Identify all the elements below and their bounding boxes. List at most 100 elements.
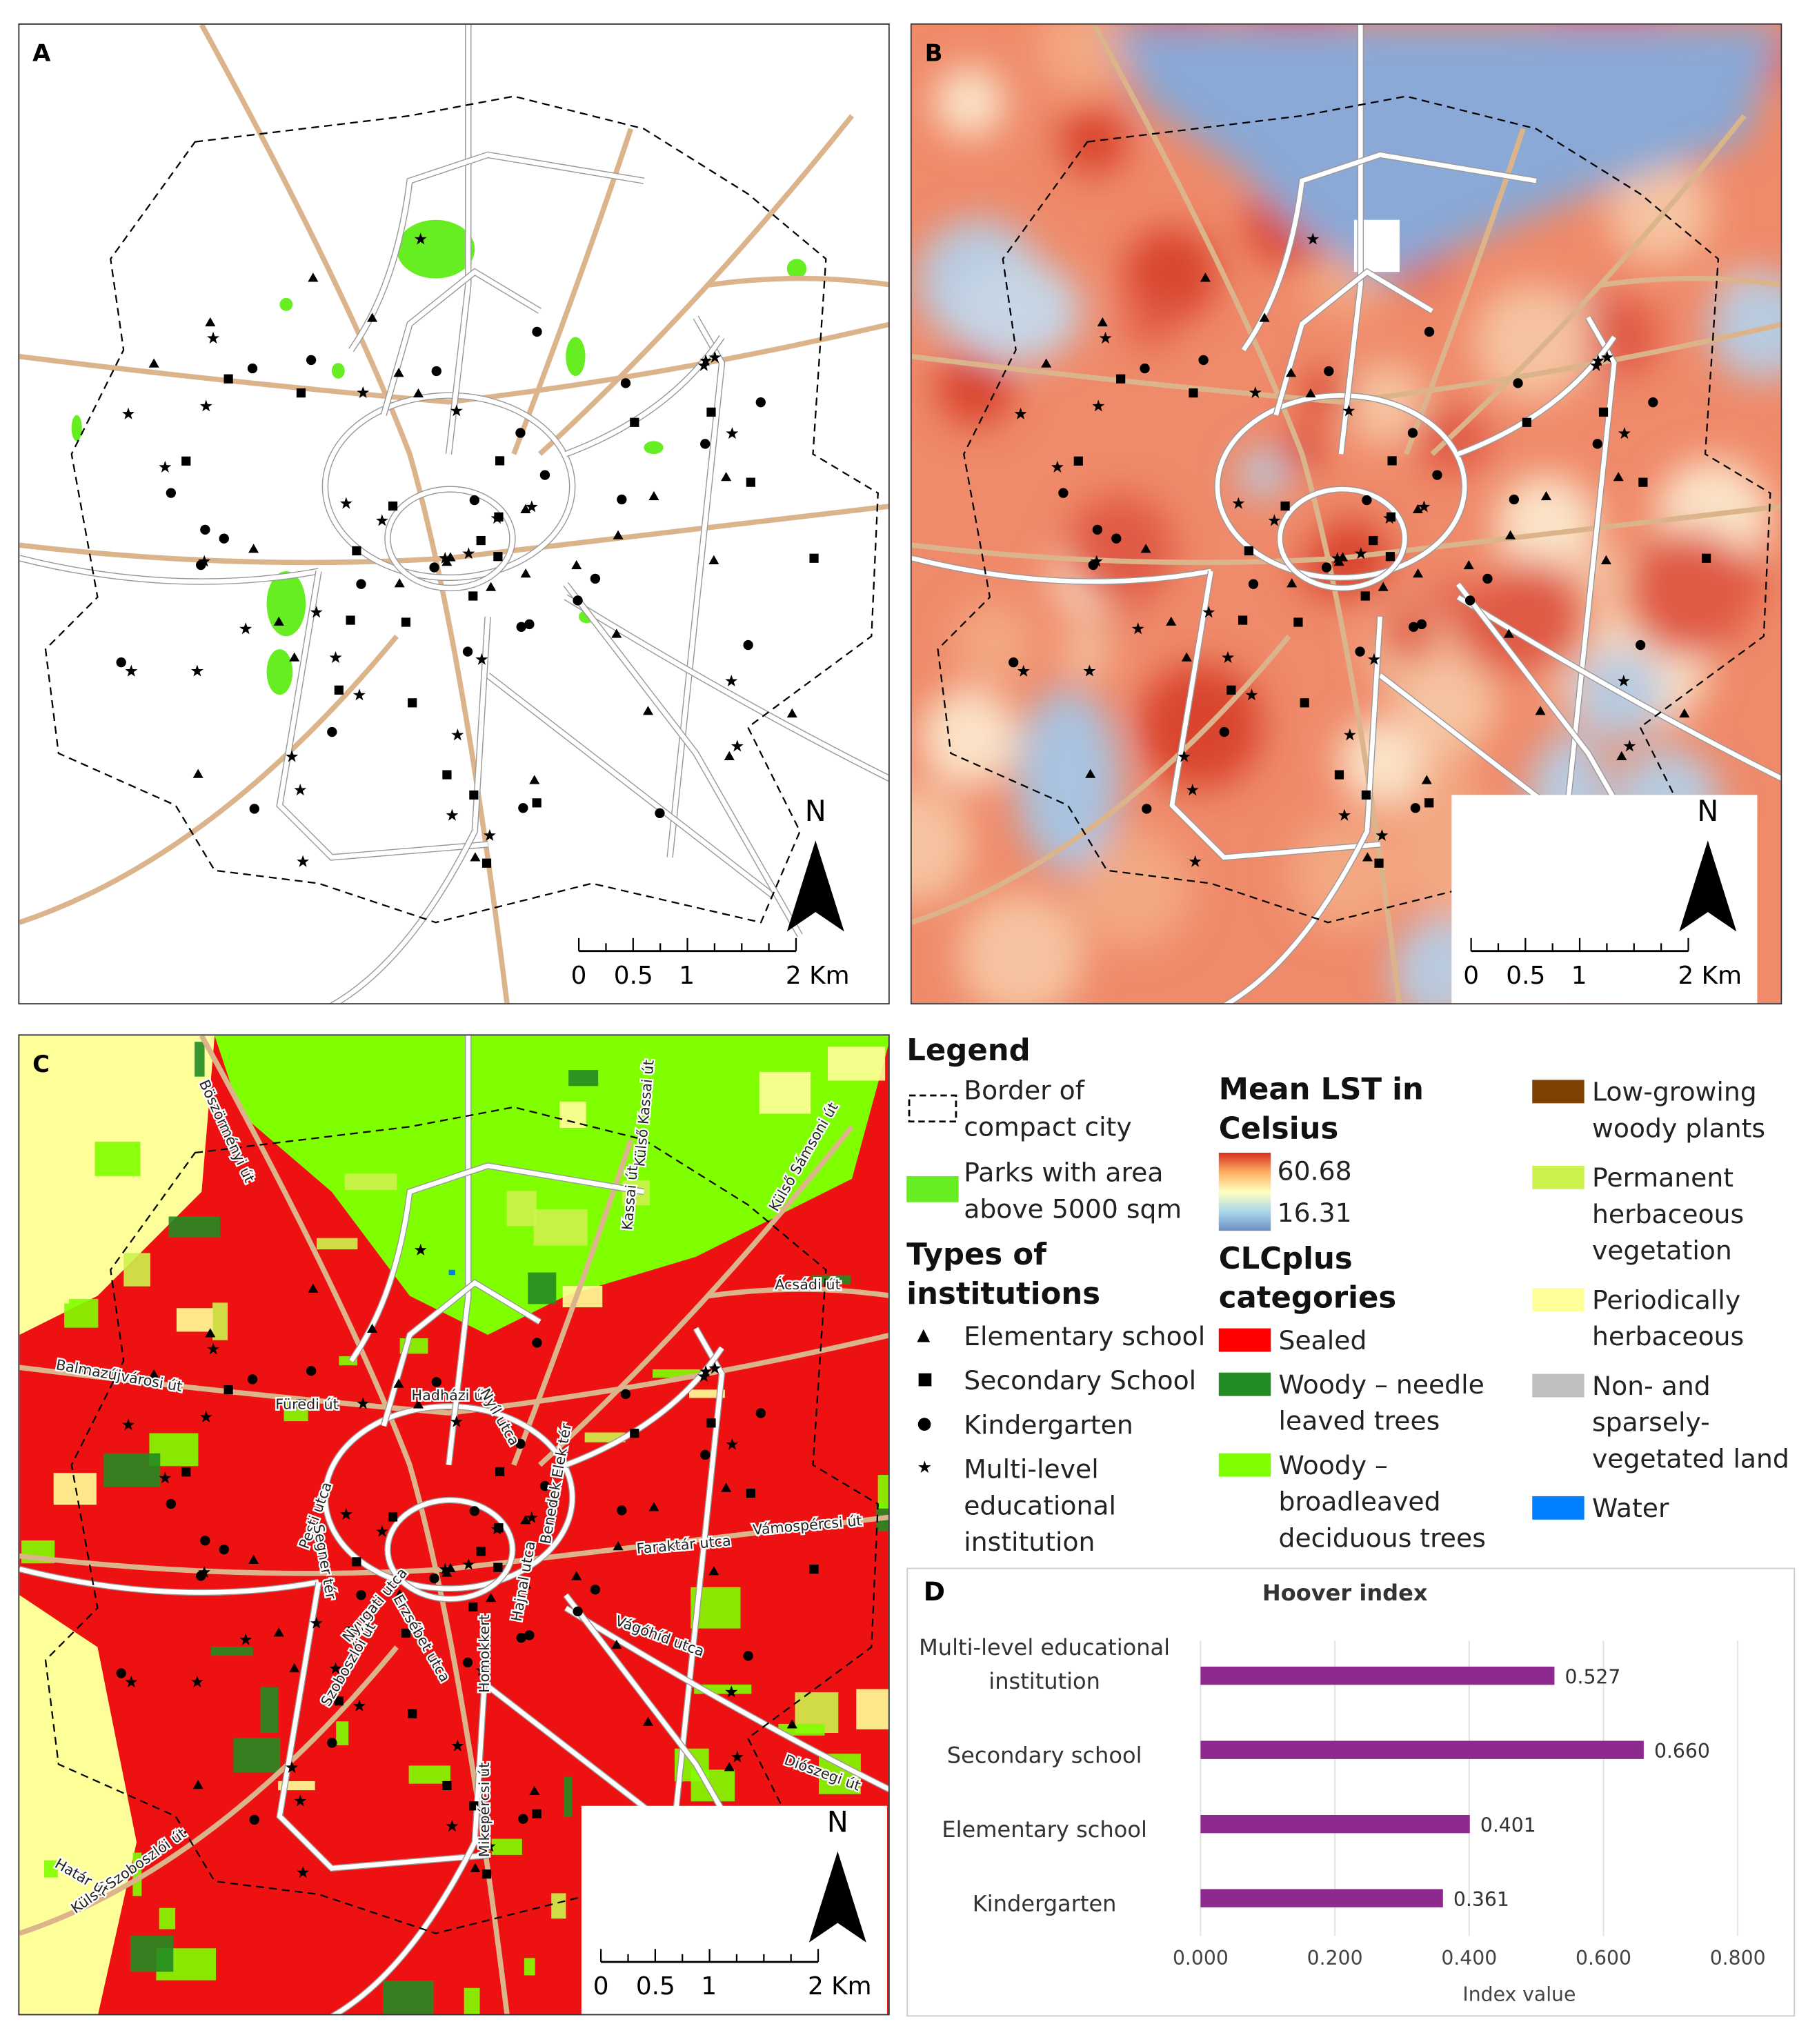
secondary-school — [1244, 546, 1254, 556]
elementary-school — [520, 504, 531, 514]
kindergarten — [1058, 488, 1069, 498]
park — [331, 363, 345, 379]
kindergarten — [743, 1651, 753, 1661]
secondary-school — [495, 1467, 505, 1476]
elementary-school — [413, 388, 424, 398]
elementary-school — [1140, 544, 1151, 553]
kindergarten — [590, 573, 601, 584]
map: A 0 0.5 1 2 Km N — [19, 24, 888, 1004]
kindergarten — [116, 657, 126, 668]
lst-blob — [1125, 297, 1176, 348]
elementary-school — [441, 557, 453, 566]
elementary-school — [445, 552, 456, 562]
park — [644, 441, 664, 455]
road — [1278, 486, 1407, 591]
main-road — [911, 634, 1291, 925]
secondary-school — [1701, 553, 1711, 563]
legend-label: Border of compact city — [964, 1074, 1132, 1142]
scale-label: 0 — [571, 962, 587, 990]
park-swatch — [906, 1175, 959, 1202]
road — [446, 1035, 471, 1466]
secondary-school — [1522, 417, 1531, 427]
main-road — [19, 1645, 399, 1936]
land-patch — [759, 1071, 811, 1114]
secondary-school — [408, 1709, 417, 1718]
elementary-school — [611, 1639, 622, 1649]
kindergarten — [1088, 559, 1098, 570]
lst-blob — [1061, 627, 1112, 678]
multi-level-institution — [1232, 497, 1245, 509]
main-road — [537, 1124, 855, 1467]
road — [385, 1498, 515, 1602]
kindergarten — [327, 1738, 337, 1748]
park — [397, 219, 475, 279]
multi-level-institution — [239, 622, 252, 635]
road — [381, 269, 542, 416]
multi-level-institution — [439, 552, 452, 564]
y-tick-label: Elementary school — [942, 1817, 1147, 1844]
elementary-school — [393, 368, 404, 377]
secondary-school — [1385, 552, 1395, 562]
north-arrow — [786, 840, 844, 932]
multi-level-institution — [1202, 606, 1215, 618]
category-label-box: Secondary school — [946, 1743, 1142, 1769]
background — [19, 24, 888, 1004]
elementary-school — [1616, 751, 1627, 760]
main-road — [19, 634, 399, 925]
kindergarten — [1416, 619, 1427, 630]
secondary-school — [481, 858, 492, 868]
multi-level-institution — [699, 354, 713, 366]
secondary-school — [1360, 591, 1370, 601]
legend-item: Permanent herbaceous vegetation — [1532, 1159, 1805, 1268]
x-axis-label: Index value — [1462, 1983, 1576, 2006]
multi-level-institution — [125, 1676, 138, 1688]
land-patch — [159, 1907, 176, 1929]
main-road — [911, 321, 1781, 405]
elementary-school — [1286, 368, 1297, 377]
elementary-school — [642, 1716, 654, 1726]
kindergarten — [700, 439, 711, 449]
multi-level-institution — [1591, 354, 1605, 366]
kindergarten — [1219, 726, 1230, 737]
kindergarten — [469, 1506, 479, 1516]
multi-level-institution — [1418, 500, 1431, 513]
legend-item: ■ Secondary School — [917, 1362, 1218, 1399]
land-patch — [211, 1647, 253, 1656]
multi-level-institution — [339, 1507, 352, 1520]
road — [911, 555, 1212, 584]
multi-level-institution — [446, 808, 459, 821]
elementary-school — [571, 559, 582, 570]
secondary-school — [532, 798, 542, 808]
road — [19, 555, 319, 584]
elementary-school — [1463, 559, 1474, 570]
multi-level-institution — [1307, 232, 1320, 245]
kindergarten — [515, 1438, 526, 1449]
secondary-school — [1374, 858, 1384, 868]
land-patch — [856, 1689, 888, 1729]
y-tick-label: Secondary school — [946, 1743, 1142, 1769]
secondary-school — [493, 552, 503, 562]
kindergarten — [755, 1408, 766, 1418]
north-label: N — [805, 794, 826, 828]
land-patch — [132, 1852, 142, 1896]
secondary-school — [532, 1809, 542, 1818]
multi-level-institution — [731, 1750, 744, 1763]
kindergarten — [516, 1633, 526, 1643]
main-road — [19, 1333, 888, 1416]
elementary-school — [571, 1571, 582, 1580]
kindergarten — [306, 355, 317, 366]
road-label: Hadházi út — [412, 1387, 489, 1403]
kindergarten — [518, 803, 528, 813]
kindergarten — [249, 804, 259, 814]
elementary-school — [642, 706, 654, 715]
kindergarten — [200, 1536, 210, 1546]
kindergarten — [196, 559, 206, 570]
north-label: N — [827, 1805, 848, 1838]
multi-level-institution — [1017, 664, 1030, 677]
land-patch — [551, 1893, 566, 1919]
panel-label: A — [32, 40, 51, 68]
multi-level-institution — [352, 1699, 366, 1711]
land-patch — [564, 1776, 573, 1817]
elementary-school — [273, 616, 284, 626]
